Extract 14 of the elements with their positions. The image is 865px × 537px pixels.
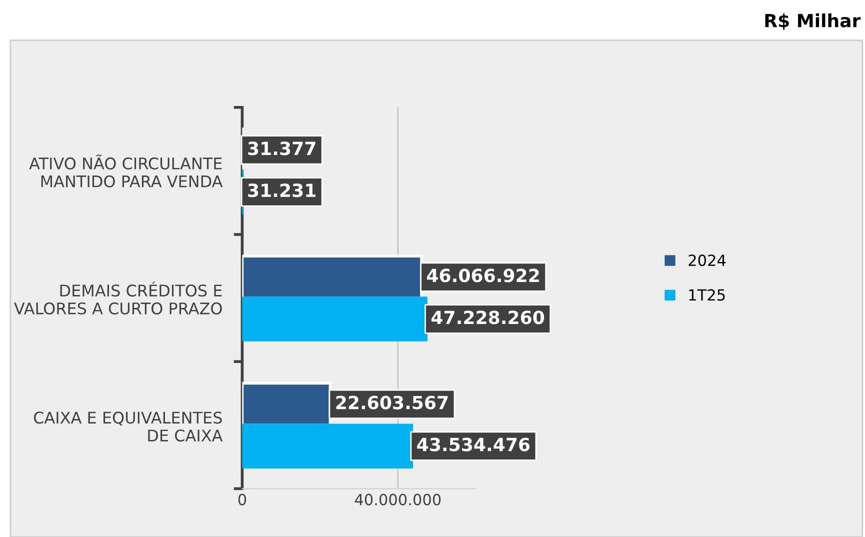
data-label: 43.534.476 [417, 438, 530, 452]
text: R$ Milhar [765, 13, 861, 30]
y-tick-label: ATIVO NÃO CIRCULANTE MANTIDO PARA VENDA [29, 154, 223, 188]
legend-label: 1T25 [689, 289, 725, 301]
legend-label: 2024 [688, 254, 726, 266]
x-tick-label: 40.000.000 [354, 494, 441, 506]
data-label: 31.231 [248, 183, 316, 198]
data-label: 31.377 [248, 142, 316, 156]
y-tick-label: DEMAIS CRÉDITOS E VALORES A CURTO PRAZO [14, 282, 222, 314]
data-label: 46.066.922 [427, 268, 539, 282]
x-tick-label: 0 [238, 494, 246, 506]
y-tick-label: CAIXA E EQUIVALENTES DE CAIXA [34, 412, 223, 442]
data-label: 47.228.260 [432, 310, 544, 324]
data-label: 22.603.567 [336, 396, 448, 410]
